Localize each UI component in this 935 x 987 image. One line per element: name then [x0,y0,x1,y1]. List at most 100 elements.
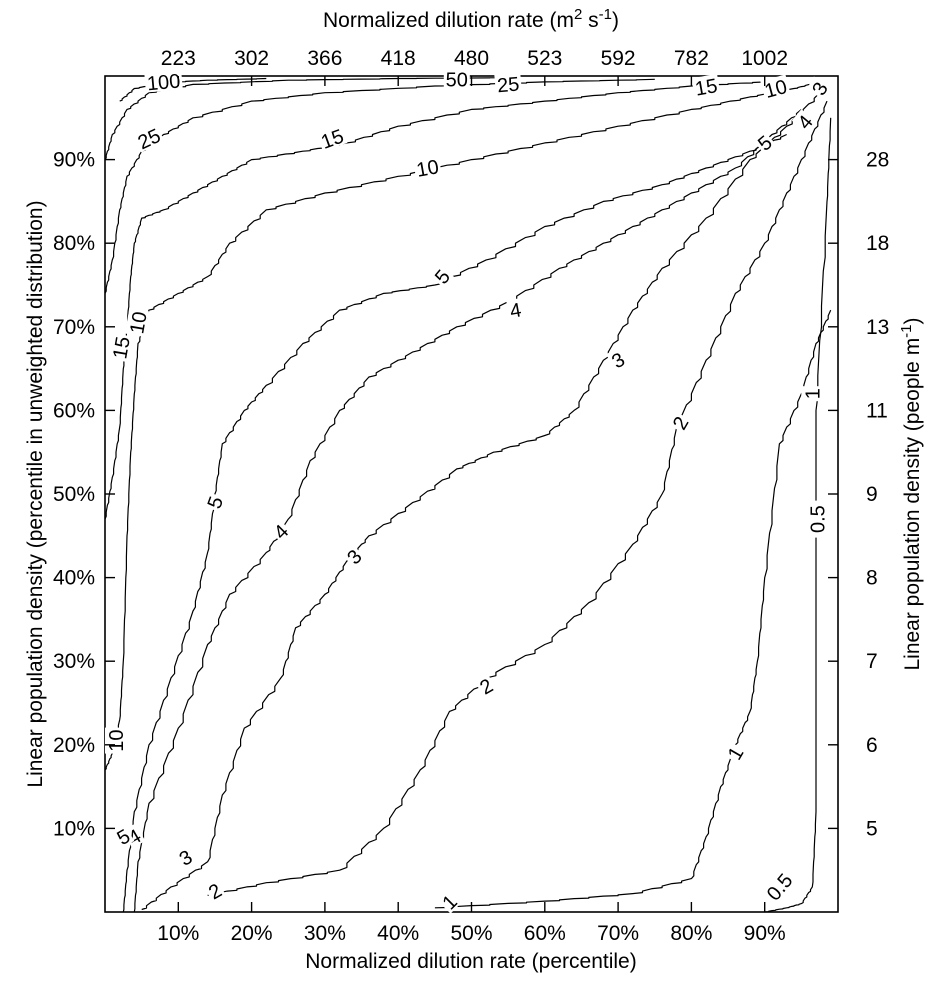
contour-label-group: 2 [667,410,694,434]
x-tick-label: 70% [597,922,639,945]
contour-label-bg [667,410,692,434]
contour-label-bg [801,386,822,402]
contour-label: 10 [126,310,152,336]
x2-tick-label: 592 [601,47,636,70]
contour-label: 100 [146,70,181,95]
contour-label-bg [791,109,817,134]
contour-label-group: 10 [124,307,152,337]
contour-line-3 [141,92,821,911]
contour-label-group: 4 [506,297,525,323]
x2-tick-label: 418 [381,47,416,70]
contour-label-bg [506,297,525,321]
contour-label-bg [341,543,366,569]
y-tick-label: 90% [53,149,95,172]
contour-label-bg [691,73,721,99]
x-tick-label: 90% [744,922,786,945]
axis-ticks: 10% 20% 30% 40% 50% 60% 70% 80% 90%223 302 366 418 4… [53,47,889,945]
contour-label-bg [267,518,293,544]
contour-label-bg [111,823,135,849]
y2-tick-label: 6 [866,734,878,757]
contour-label-group: 15 [691,73,721,101]
contour-label: 15 [109,335,135,361]
y2-tick-label: 8 [866,567,878,590]
contour-label: 50 [446,69,468,91]
x-tick-label: 80% [670,922,712,945]
contour-label-bg [606,346,630,372]
contour-line-15 [104,81,765,520]
contour-label-bg [806,76,832,100]
contour-label-group: 100 [144,69,183,95]
y2-tick-label: 7 [866,650,878,673]
contour-label-bg [760,74,791,101]
contour-label-group: 5 [428,263,455,289]
contour-label-bg [144,69,183,93]
contour-label-group: 10 [105,727,128,754]
contour-line-0_5 [764,117,832,913]
contour-label-group: 3 [341,543,367,569]
contour-label-bg [201,491,226,513]
contour-label-group: 10 [412,154,442,182]
contour-label: 1 [802,388,824,399]
contour-label: 25 [135,125,164,154]
contour-label-bg [436,888,462,914]
contour-label-bg [132,123,165,153]
contour-label-bg [124,307,150,337]
contour-label-bg [122,823,146,849]
contour-label-bg [316,123,348,152]
contour-label-bg [108,332,133,363]
y2-tick-label: 18 [866,232,889,255]
contour-label: 25 [496,73,520,97]
contour-label-group: 2 [202,877,226,904]
x-tick-label: 20% [231,922,273,945]
contour-label: 0.5 [808,505,830,533]
y-tick-label: 40% [53,567,95,590]
contour-line-10 [104,82,817,771]
contour-label-group: 50 [443,68,470,91]
x-tick-label: 60% [524,922,566,945]
contour-label-bg [759,865,799,907]
contour-label-bg [428,263,454,289]
y2-tick-label: 9 [866,483,878,506]
contour-label-bg [474,673,498,698]
contour-label: 10 [415,156,441,182]
x2-tick-label: 523 [527,47,562,70]
x2-tick-label: 782 [674,47,709,70]
contour-label-group: 15 [316,123,348,154]
y2-tick-label: 5 [866,817,878,840]
contour-label-group: 10 [760,74,791,103]
x-axis-label: Normalized dilution rate (percentile) [305,950,636,973]
contour-label-group: 2 [474,673,498,699]
x-tick-label: 10% [157,922,199,945]
contour-label-group: 1 [722,741,749,765]
contour-label-bg [722,741,747,765]
contour-label-bg [173,844,197,870]
contour-line-1 [434,309,832,909]
contour-label-bg [202,877,226,903]
contour-label-bg [105,727,125,754]
y-tick-label: 10% [53,817,95,840]
contour-label-group: 15 [108,332,135,363]
contour-label: 15 [693,75,719,101]
contour-label: 4 [508,299,523,323]
y2-tick-label: 13 [866,316,889,339]
contour-label-bg [806,500,827,538]
contour-label-bg [443,68,470,89]
y2-axis-label: Linear population density (people m-1) [898,317,924,670]
contour-label-group: 3 [173,844,197,871]
x2-tick-label: 223 [161,47,196,70]
y-tick-label: 50% [53,483,95,506]
contour-line-2 [207,100,828,896]
contour-label-bg [494,72,522,95]
y2-tick-label: 28 [866,149,889,172]
contour-label-group: 3 [606,346,630,373]
contour-label-group: 5 [201,491,228,513]
y-tick-label: 30% [53,650,95,673]
contour-label-group: 0.5 [806,500,830,538]
contour-label-bg [412,154,442,180]
x2-tick-label: 1002 [741,47,788,70]
x-tick-label: 30% [304,922,346,945]
contour-line-4 [133,108,802,913]
contour-label: 10 [106,729,128,751]
x2-tick-label: 366 [307,47,342,70]
